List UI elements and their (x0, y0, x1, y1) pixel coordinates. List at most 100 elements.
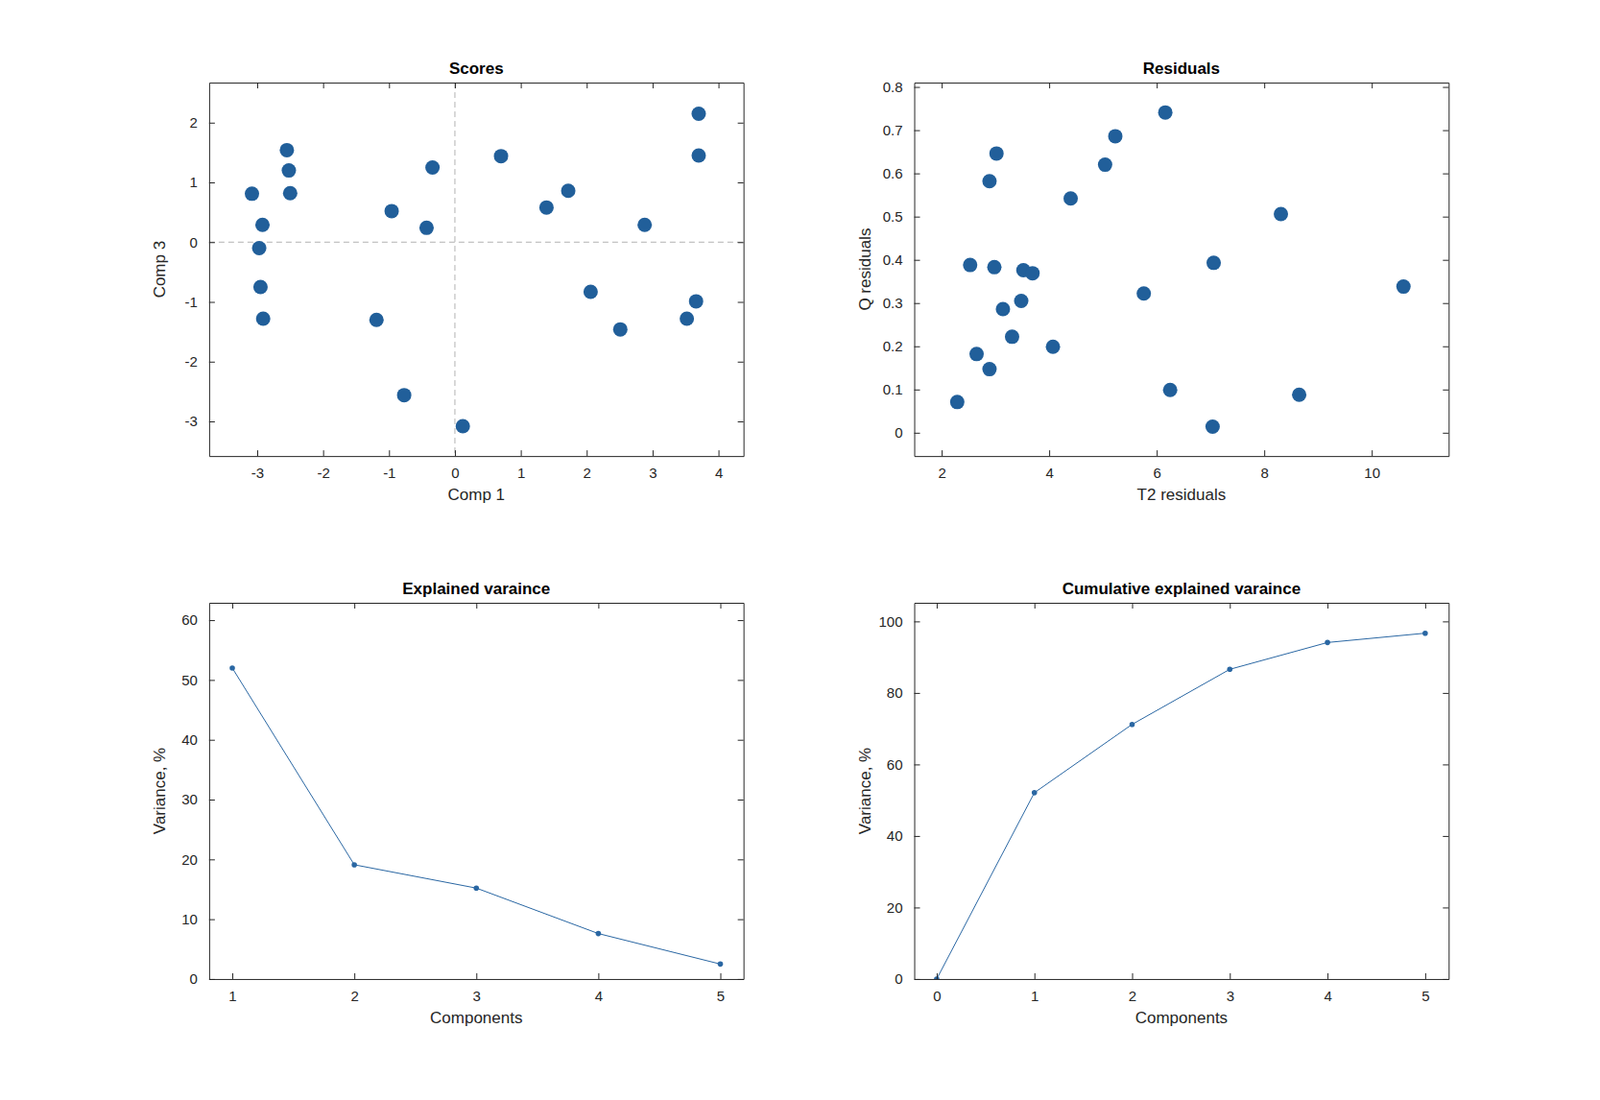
x-axis-title: T2 residuals (1137, 485, 1227, 504)
chart-title: Explained varaince (402, 579, 550, 598)
tick-label: 4 (595, 987, 603, 1004)
data-point (1163, 382, 1178, 398)
data-point (1205, 419, 1220, 434)
x-axis (209, 602, 744, 609)
data-point (689, 293, 704, 309)
tick-mark (914, 346, 921, 348)
tick-label: 1 (1030, 987, 1039, 1004)
y-axis-title: Comp 3 (150, 240, 169, 299)
data-point (1422, 630, 1429, 637)
tick: 1 (190, 173, 215, 191)
axis-line (914, 979, 1450, 980)
tick: 0.8 (883, 78, 921, 96)
tick-mark (738, 799, 744, 801)
tick (738, 740, 744, 741)
tick: 60 (181, 611, 215, 628)
tick-mark (586, 450, 588, 456)
tick-mark (454, 450, 456, 456)
tick-mark (388, 450, 390, 456)
plot-marks (950, 105, 1411, 434)
data-point (933, 976, 940, 980)
tick-mark (1156, 450, 1158, 456)
data-point (539, 200, 554, 215)
tick-mark (597, 973, 599, 980)
axis-line (914, 83, 916, 457)
tick-mark (936, 973, 938, 980)
tick-mark (1442, 173, 1449, 175)
tick-mark (1442, 389, 1449, 391)
tick-mark (914, 432, 921, 434)
y-axis-title: Variance, % (856, 747, 875, 835)
tick (738, 679, 744, 681)
tick: 8 (1261, 450, 1269, 481)
tick-mark (1264, 450, 1266, 456)
tick (738, 361, 744, 363)
tick-mark (1442, 764, 1449, 765)
tick-mark (1229, 602, 1231, 609)
chart-title: Cumulative explained varaince (1062, 579, 1302, 598)
tick: 1 (228, 973, 237, 1004)
tick-mark (1371, 82, 1373, 89)
tick-mark (209, 679, 215, 681)
tick-label: -1 (185, 293, 198, 311)
data-point (1129, 721, 1136, 728)
tick-mark (738, 620, 744, 621)
axis-line (209, 83, 211, 457)
tick-label: 8 (1261, 464, 1269, 481)
tick-mark (738, 919, 744, 921)
data-point (679, 310, 694, 326)
tick (1371, 82, 1373, 89)
tick-mark (1132, 973, 1134, 980)
tick-mark (209, 740, 215, 741)
tick-label: 20 (181, 851, 198, 868)
tick-label: 2 (583, 464, 592, 481)
tick: 0.6 (883, 165, 921, 182)
data-point (1025, 265, 1040, 281)
tick-mark (1442, 979, 1449, 980)
tick-label: 0 (894, 424, 903, 441)
data-point (950, 394, 965, 409)
tick-label: 40 (886, 827, 904, 844)
tick (720, 602, 722, 609)
tick-label: 4 (1045, 464, 1053, 481)
data-point (717, 961, 724, 968)
tick-label: 1 (190, 173, 198, 191)
tick-mark (914, 389, 921, 391)
tick-label: 3 (473, 987, 481, 1004)
tick-mark (1442, 260, 1449, 262)
tick: 0 (451, 450, 459, 481)
data-point (989, 145, 1004, 161)
tick: -2 (316, 450, 330, 481)
tick-mark (914, 260, 921, 262)
tick-mark (738, 979, 744, 980)
tick: 4 (715, 450, 723, 481)
x-axis (914, 82, 1450, 89)
tick-mark (1229, 973, 1231, 980)
tick-label: 0 (190, 234, 198, 251)
tick (454, 82, 456, 89)
axis-line (209, 455, 744, 457)
tick-mark (738, 361, 744, 363)
data-point (425, 160, 440, 175)
tick-label: 50 (181, 671, 198, 689)
y-axis: 020406080100 (878, 603, 920, 988)
data-point (1098, 157, 1113, 172)
data-point (1158, 105, 1173, 120)
data-point (244, 186, 260, 201)
tick-label: 80 (886, 684, 904, 701)
series-line (936, 633, 1426, 980)
tick-mark (476, 602, 478, 609)
tick-mark (354, 602, 356, 609)
reference-line (453, 82, 455, 456)
tick-label: 40 (181, 731, 198, 748)
data-point (1291, 387, 1307, 403)
tick-mark (209, 919, 215, 921)
tick-mark (586, 82, 588, 89)
tick (1156, 82, 1158, 89)
tick: 4 (1045, 450, 1053, 481)
tick-label: 2 (190, 114, 198, 131)
tick-mark (354, 973, 356, 980)
tick-mark (1425, 973, 1427, 980)
tick-mark (257, 82, 259, 89)
tick: -1 (382, 450, 396, 481)
